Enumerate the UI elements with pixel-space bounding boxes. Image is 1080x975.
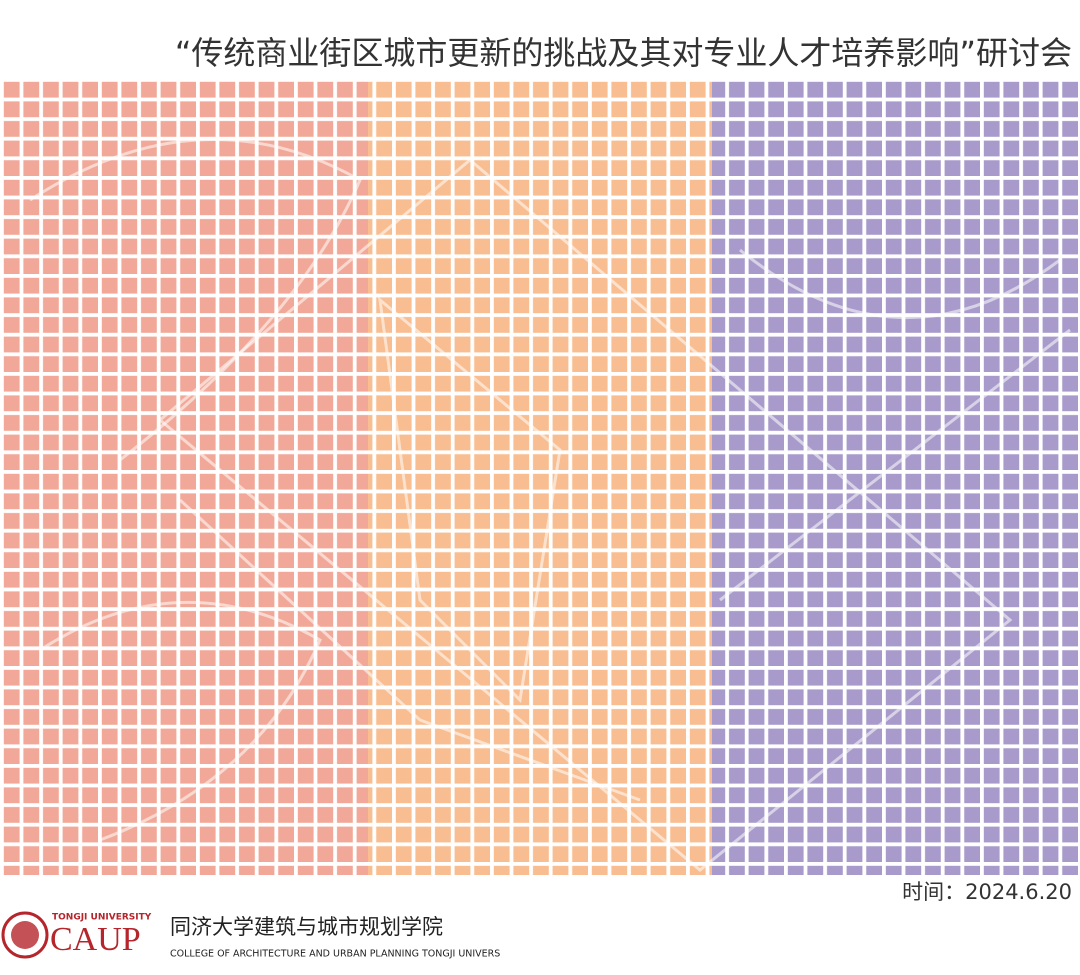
title: “传统商业街区城市更新的挑战及其对专业人才培养影响”研讨会 [175, 34, 1072, 72]
color-bands [0, 78, 1080, 875]
name-cn: 同济大学建筑与城市规划学院 [170, 915, 443, 939]
date: 时间：2024.6.20 [902, 880, 1072, 904]
emblem-core [11, 921, 39, 949]
name-en: COLLEGE OF ARCHITECTURE AND URBAN PLANNI… [170, 949, 500, 960]
university: TONGJI UNIVERSITY [52, 913, 152, 923]
emblem [1, 911, 49, 959]
abbr: CAUP [50, 921, 141, 958]
map-lines [29, 138, 1071, 872]
grid-overlay [0, 78, 1080, 875]
logo: TONGJI UNIVERSITY CAUP 同济大学建筑与城市规划学院 COL… [1, 911, 500, 960]
